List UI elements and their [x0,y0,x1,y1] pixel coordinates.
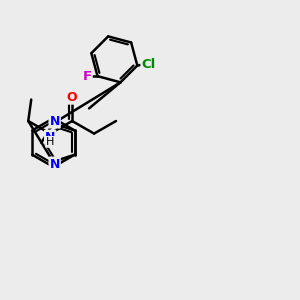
Text: F: F [82,70,92,83]
Text: N: N [50,115,60,128]
Text: O: O [67,91,77,104]
Text: H: H [46,137,54,147]
Text: N: N [50,158,60,171]
Text: Cl: Cl [142,58,156,70]
Text: N: N [45,130,56,144]
